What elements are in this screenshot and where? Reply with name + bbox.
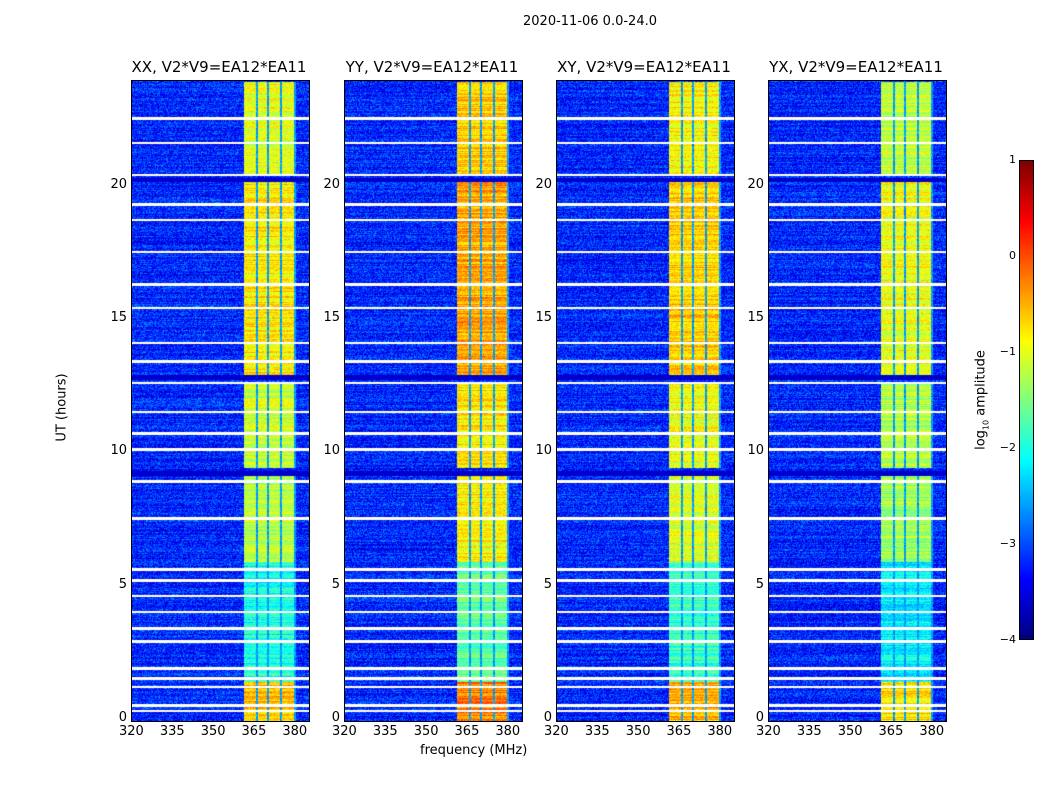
y-tick-label: 5	[331, 576, 340, 592]
x-tick-label: 365	[878, 724, 904, 739]
heatmap-canvas	[768, 80, 947, 722]
y-tick-label: 15	[323, 310, 340, 325]
x-tick-label: 335	[372, 724, 398, 739]
y-tick-label: 15	[747, 310, 764, 325]
x-tick-label: 350	[413, 724, 439, 739]
colorbar-label-rest: amplitude	[973, 350, 989, 420]
y-tick-label: 10	[323, 443, 340, 459]
y-tick-label: 20	[535, 176, 552, 192]
colorbar-tick-label: −1	[999, 345, 1016, 358]
y-tick-label: 0	[543, 710, 552, 725]
colorbar-tick-label: −4	[999, 633, 1016, 646]
figure-title: 2020-11-06 0.0-24.0	[523, 14, 657, 29]
x-tick-label: 380	[495, 724, 521, 739]
y-tick-label: 5	[543, 576, 552, 592]
x-tick-label: 350	[200, 724, 226, 739]
panel-title: XX, V2*V9=EA12*EA11	[131, 58, 307, 76]
x-tick-label: 335	[796, 724, 822, 739]
x-tick-label: 320	[119, 724, 144, 739]
x-tick-label: 365	[241, 724, 267, 739]
colorbar	[1019, 160, 1034, 640]
panel-title: YX, V2*V9=EA12*EA11	[769, 58, 943, 76]
x-tick-label: 380	[707, 724, 733, 739]
x-tick-label: 335	[159, 724, 185, 739]
x-tick-label: 320	[544, 724, 569, 739]
heatmap-canvas	[131, 80, 310, 722]
y-tick-label: 0	[331, 710, 340, 725]
panel-0: XX, V2*V9=EA12*EA11 320 335 350 365 380 0 5 10 15…	[110, 58, 310, 738]
panel-1: YY, V2*V9=EA12*EA11 320 335 350 365 380 0 5 10 15…	[323, 58, 523, 738]
colorbar-tick-label: 1	[1009, 153, 1016, 166]
colorbar-tick-label: −3	[999, 537, 1016, 550]
y-tick-label: 0	[755, 710, 764, 725]
heatmap-canvas	[344, 80, 523, 722]
y-tick-label: 0	[118, 710, 127, 725]
x-axis-label: frequency (MHz)	[420, 743, 528, 758]
y-tick-label: 10	[110, 443, 127, 459]
panel-title: XY, V2*V9=EA12*EA11	[557, 58, 731, 76]
x-tick-label: 335	[584, 724, 610, 739]
y-tick-label: 15	[110, 310, 127, 325]
x-tick-label: 380	[282, 724, 308, 739]
colorbar-label-sub: 10	[981, 419, 991, 431]
x-tick-label: 380	[919, 724, 945, 739]
y-tick-label: 20	[747, 176, 764, 192]
x-tick-label: 320	[756, 724, 781, 739]
x-tick-label: 365	[454, 724, 480, 739]
colorbar-tick-label: 0	[1009, 249, 1016, 262]
y-tick-label: 20	[110, 176, 127, 192]
panel-3: YX, V2*V9=EA12*EA11 320 335 350 365 380 0 5 10 15…	[747, 58, 947, 738]
colorbar-label: log10 amplitude	[974, 350, 991, 450]
y-tick-label: 10	[747, 443, 764, 459]
y-axis-label: UT (hours)	[54, 373, 70, 442]
y-tick-label: 5	[755, 576, 764, 592]
x-tick-label: 350	[837, 724, 863, 739]
x-tick-label: 365	[666, 724, 692, 739]
y-tick-label: 15	[535, 310, 552, 325]
colorbar-label-main: log	[973, 430, 989, 450]
y-tick-label: 5	[118, 576, 127, 592]
y-tick-label: 20	[323, 176, 340, 192]
y-tick-label: 10	[535, 443, 552, 459]
x-tick-label: 320	[332, 724, 357, 739]
panel-2: XY, V2*V9=EA12*EA11 320 335 350 365 380 0 5 10 15…	[535, 58, 735, 738]
colorbar-tick-label: −2	[999, 441, 1016, 454]
x-tick-label: 350	[625, 724, 651, 739]
panel-title: YY, V2*V9=EA12*EA11	[345, 58, 519, 76]
heatmap-canvas	[556, 80, 735, 722]
